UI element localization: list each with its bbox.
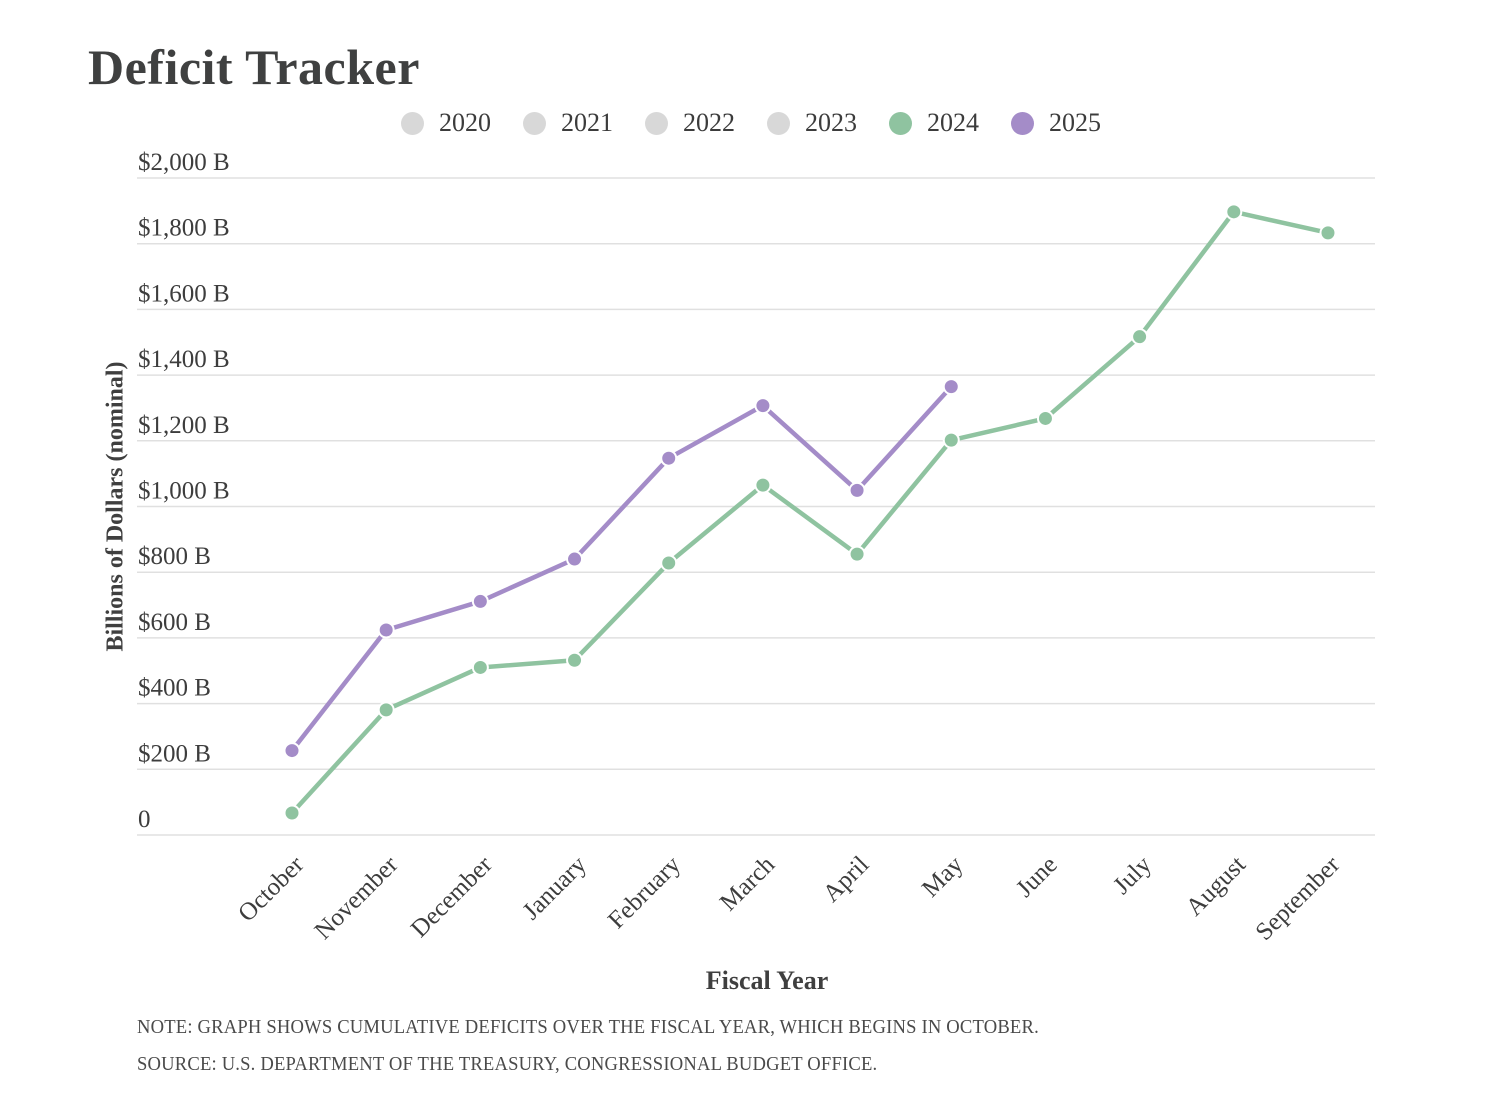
y-tick-label: $400 B: [138, 675, 211, 702]
data-point-2025[interactable]: [471, 592, 489, 610]
data-point-2024[interactable]: [754, 476, 772, 494]
y-tick-label: $800 B: [138, 543, 211, 570]
data-point-2024[interactable]: [566, 651, 584, 669]
data-point-2024[interactable]: [942, 431, 960, 449]
y-tick-label: $600 B: [138, 609, 211, 636]
x-axis-title: Fiscal Year: [705, 966, 829, 995]
x-tick-label: October: [233, 851, 310, 928]
y-tick-label: $1,800 B: [138, 215, 230, 242]
legend-dot-2024-icon: [889, 111, 912, 135]
legend-label: 2023: [805, 108, 857, 137]
series-line-2025: [289, 384, 954, 753]
legend-item-2025[interactable]: 2025: [1011, 108, 1101, 138]
data-point-2024[interactable]: [471, 658, 489, 676]
legend-dot-2021-icon: [523, 111, 546, 135]
data-point-2025[interactable]: [848, 481, 866, 499]
data-point-2024[interactable]: [377, 701, 395, 719]
x-tick-label: March: [715, 851, 781, 917]
legend-dot-2025-icon: [1011, 111, 1034, 135]
legend-label: 2021: [561, 108, 613, 137]
legend-item-2024[interactable]: 2024: [889, 108, 979, 138]
x-tick-label: February: [603, 851, 686, 934]
x-tick-label: January: [518, 851, 592, 925]
x-tick-label: June: [1011, 851, 1062, 902]
x-tick-label: September: [1251, 851, 1346, 946]
y-axis-title: Billions of Dollars (nominal): [102, 361, 129, 652]
data-point-2025[interactable]: [754, 397, 772, 415]
page-title: Deficit Tracker: [88, 39, 420, 95]
legend-label: 2024: [927, 108, 979, 137]
y-tick-label: $2,000 B: [138, 149, 230, 176]
legend-dot-2020-icon: [401, 111, 424, 135]
y-tick-label: $1,600 B: [138, 280, 230, 307]
data-point-2025[interactable]: [566, 550, 584, 568]
y-tick-label: $1,000 B: [138, 478, 230, 505]
legend-label: 2025: [1049, 108, 1101, 137]
data-point-2024[interactable]: [283, 804, 301, 822]
legend-item-2021[interactable]: 2021: [523, 108, 613, 138]
data-point-2025[interactable]: [660, 449, 678, 467]
legend-label: 2020: [439, 108, 491, 137]
y-tick-label: $1,200 B: [138, 412, 230, 439]
data-point-2024[interactable]: [1131, 328, 1149, 346]
x-tick-label: November: [310, 851, 404, 945]
chart-legend: 2020 2021 2022 2023 2024 2025: [0, 108, 1502, 138]
x-tick-label: April: [818, 851, 874, 907]
x-tick-label: May: [917, 851, 969, 903]
data-point-2025[interactable]: [283, 742, 301, 760]
y-tick-label: 0: [138, 806, 151, 833]
y-tick-label: $200 B: [138, 740, 211, 767]
legend-item-2022[interactable]: 2022: [645, 108, 735, 138]
data-point-2024[interactable]: [1319, 224, 1337, 242]
x-tick-label: December: [406, 851, 498, 943]
x-tick-label: August: [1181, 851, 1251, 921]
note-text: NOTE: GRAPH SHOWS CUMULATIVE DEFICITS OV…: [137, 1016, 1039, 1038]
legend-item-2023[interactable]: 2023: [767, 108, 857, 138]
x-tick-label: July: [1108, 851, 1157, 900]
legend-label: 2022: [683, 108, 735, 137]
data-point-2025[interactable]: [942, 378, 960, 396]
data-point-2024[interactable]: [660, 554, 678, 572]
data-point-2024[interactable]: [1225, 203, 1243, 221]
data-point-2024[interactable]: [848, 545, 866, 563]
legend-item-2020[interactable]: 2020: [401, 108, 491, 138]
y-tick-label: $1,400 B: [138, 346, 230, 373]
data-point-2024[interactable]: [1036, 409, 1054, 427]
series-line-2024: [289, 209, 1331, 816]
legend-dot-2023-icon: [767, 111, 790, 135]
legend-dot-2022-icon: [645, 111, 668, 135]
source-text: SOURCE: U.S. DEPARTMENT OF THE TREASURY,…: [137, 1053, 878, 1075]
data-point-2025[interactable]: [377, 621, 395, 639]
